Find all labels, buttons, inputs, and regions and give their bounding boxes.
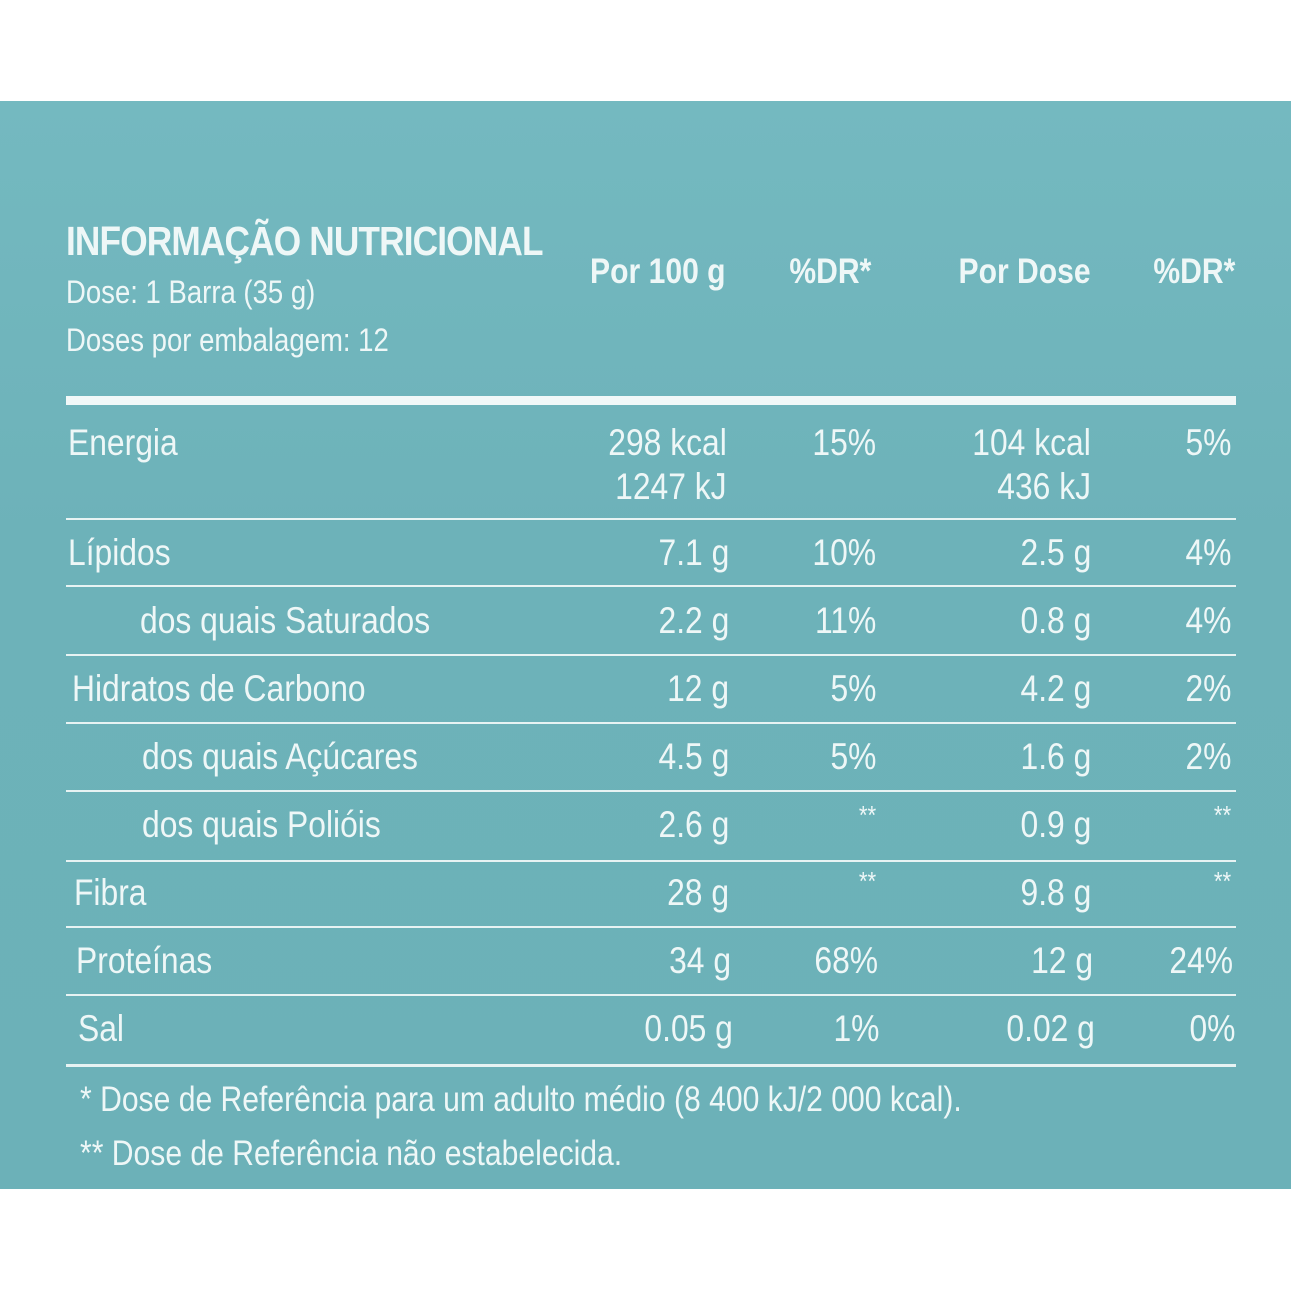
row-label: Fibra — [74, 872, 147, 913]
perdose-value: 2.5 g — [1020, 532, 1091, 573]
drdose-value: 0% — [1189, 1008, 1235, 1049]
header-dr-dose: %DR* — [1153, 252, 1235, 291]
row-divider — [66, 722, 1236, 724]
row-label: dos quais Saturados — [140, 600, 431, 641]
per100-value-kj: 1247 kJ — [615, 466, 727, 507]
dr100-value: 1% — [833, 1008, 879, 1049]
dr100-value: 5% — [830, 668, 876, 709]
row-divider — [66, 926, 1236, 928]
perdose-value: 4.2 g — [1020, 668, 1091, 709]
row-label: Proteínas — [76, 940, 213, 981]
dr100-value: ** — [858, 800, 876, 830]
header-per-100g: Por 100 g — [590, 252, 726, 291]
header-dr-100g: %DR* — [789, 252, 871, 291]
per100-value: 2.6 g — [658, 804, 729, 845]
drdose-value: 4% — [1185, 600, 1231, 641]
row-divider — [66, 1064, 1236, 1067]
dr100-value: 68% — [814, 940, 878, 981]
drdose-value: ** — [1213, 866, 1231, 896]
serving-size: Dose: 1 Barra (35 g) — [66, 274, 316, 310]
per100-value: 298 kcal — [608, 422, 727, 463]
footnote-reference: * Dose de Referência para um adulto médi… — [80, 1080, 962, 1119]
dr100-value: 10% — [812, 532, 876, 573]
row-divider — [66, 860, 1236, 862]
drdose-value: ** — [1213, 800, 1231, 830]
drdose-value: 2% — [1185, 736, 1231, 777]
per100-value: 4.5 g — [658, 736, 729, 777]
perdose-value: 1.6 g — [1020, 736, 1091, 777]
dr100-value: 5% — [830, 736, 876, 777]
header-per-dose: Por Dose — [958, 252, 1091, 291]
row-divider — [66, 654, 1236, 656]
servings-per-package: Doses por embalagem: 12 — [66, 322, 389, 358]
per100-value: 34 g — [669, 940, 731, 981]
perdose-value: 0.8 g — [1020, 600, 1091, 641]
header-divider — [66, 396, 1236, 405]
nutrition-label-panel — [0, 101, 1291, 1189]
perdose-value: 12 g — [1031, 940, 1093, 981]
dr100-value: ** — [858, 866, 876, 896]
perdose-value: 0.9 g — [1020, 804, 1091, 845]
label-title: INFORMAÇÃO NUTRICIONAL — [66, 218, 544, 264]
perdose-value: 104 kcal — [972, 422, 1091, 463]
per100-value: 2.2 g — [658, 600, 729, 641]
drdose-value: 5% — [1185, 422, 1231, 463]
per100-value: 28 g — [667, 872, 729, 913]
row-divider — [66, 518, 1236, 520]
drdose-value: 24% — [1169, 940, 1233, 981]
row-label: Sal — [78, 1008, 124, 1049]
per100-value: 12 g — [667, 668, 729, 709]
row-label: dos quais Açúcares — [142, 736, 418, 777]
footnote-not-established: ** Dose de Referência não estabelecida. — [80, 1134, 623, 1173]
dr100-value: 11% — [814, 600, 876, 641]
drdose-value: 4% — [1185, 532, 1231, 573]
row-label: Lípidos — [68, 532, 171, 573]
row-divider — [66, 994, 1236, 996]
row-divider — [66, 585, 1236, 587]
drdose-value: 2% — [1185, 668, 1231, 709]
per100-value: 7.1 g — [658, 532, 729, 573]
perdose-value: 0.02 g — [1006, 1008, 1095, 1049]
row-divider — [66, 790, 1236, 792]
per100-value: 0.05 g — [644, 1008, 733, 1049]
row-label: Energia — [68, 422, 178, 463]
row-label: dos quais Polióis — [142, 804, 381, 845]
perdose-value-kj: 436 kJ — [997, 466, 1091, 507]
perdose-value: 9.8 g — [1020, 872, 1091, 913]
row-label: Hidratos de Carbono — [72, 668, 366, 709]
dr100-value: 15% — [812, 422, 876, 463]
